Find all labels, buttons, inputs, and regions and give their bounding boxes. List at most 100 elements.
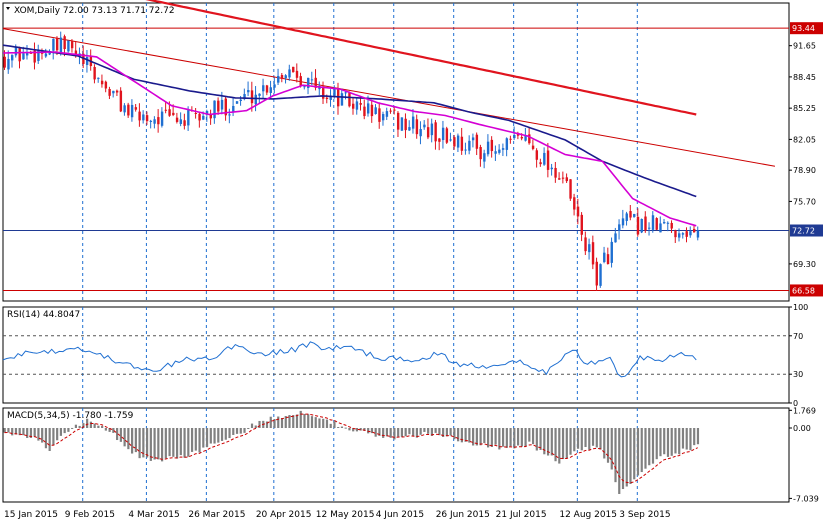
macd-histogram-bar	[588, 428, 591, 450]
macd-histogram-bar	[187, 428, 190, 457]
candle-body	[25, 52, 29, 56]
candle-body	[693, 228, 696, 233]
candle-body	[546, 150, 550, 170]
candle-body	[33, 50, 36, 63]
y-tick-label: 82.05	[793, 135, 816, 144]
macd-histogram-bar	[378, 428, 381, 436]
candle-body	[614, 233, 617, 243]
y-tick-label: 85.25	[793, 104, 816, 113]
macd-histogram-bar	[325, 419, 329, 428]
macd-histogram-bar	[67, 428, 70, 432]
macd-histogram-bar	[633, 428, 636, 480]
macd-histogram-bar	[543, 428, 546, 455]
macd-histogram-bar	[363, 428, 366, 431]
macd-histogram-bar	[164, 428, 167, 459]
candle-body	[565, 177, 568, 182]
macd-histogram-bar	[501, 428, 505, 447]
y-tick-label: 75.70	[793, 197, 816, 206]
price-tag-label: 66.58	[792, 286, 815, 295]
macd-histogram-bar	[172, 428, 175, 457]
macd-histogram-bar	[524, 428, 527, 447]
candle-body	[423, 124, 426, 128]
candle-body	[115, 90, 119, 93]
candle-body	[142, 114, 145, 121]
macd-histogram-bar	[86, 418, 89, 428]
macd-histogram-bar	[7, 428, 10, 433]
macd-histogram-bar	[614, 428, 617, 483]
macd-histogram-bar	[636, 428, 640, 476]
candle-body	[168, 109, 171, 116]
macd-histogram-bar	[460, 428, 463, 443]
candle-body	[348, 92, 351, 107]
candle-body	[610, 241, 613, 263]
candle-body	[400, 117, 404, 131]
candle-body	[310, 79, 314, 81]
candle-body	[449, 139, 452, 141]
macd-histogram-bar	[280, 418, 284, 428]
macd-histogram-bar	[22, 428, 25, 436]
candle-body	[262, 85, 265, 92]
price-tag	[790, 22, 823, 35]
candle-body	[381, 114, 385, 121]
candle-body	[430, 123, 434, 136]
candle-body	[307, 77, 310, 88]
macd-histogram-bar	[505, 428, 508, 448]
macd-histogram-bar	[250, 423, 254, 428]
candle-body	[415, 119, 419, 135]
macd-histogram-bar	[603, 428, 606, 459]
x-tick-label: 15 Jan 2015	[4, 510, 58, 520]
macd-histogram-bar	[232, 428, 235, 435]
macd-histogram-bar	[202, 428, 205, 448]
macd-histogram-bar	[599, 428, 602, 450]
y-tick-label: 88.45	[793, 73, 816, 82]
candle-body	[498, 149, 501, 153]
x-tick-label: 26 Jun 2015	[436, 510, 490, 520]
macd-histogram-bar	[419, 428, 422, 435]
candle-body	[22, 53, 25, 60]
macd-histogram-bar	[314, 417, 317, 428]
x-tick-label: 21 Jul 2015	[496, 510, 547, 520]
candle-body	[112, 90, 115, 94]
macd-histogram-bar	[74, 424, 77, 428]
price-tag-label: 72.72	[792, 227, 815, 236]
macd-histogram-bar	[344, 427, 347, 429]
macd-histogram-bar	[123, 428, 126, 447]
macd-histogram-bar	[457, 428, 460, 442]
candle-body	[108, 88, 111, 96]
macd-histogram-bar	[490, 428, 493, 448]
macd-histogram-bar	[681, 428, 685, 449]
candle-body	[460, 136, 464, 151]
x-tick-label: 26 Mar 2015	[188, 510, 245, 520]
macd-histogram-bar	[228, 428, 231, 439]
macd-histogram-bar	[610, 428, 613, 470]
candle-body	[595, 261, 598, 286]
candle-body	[198, 113, 201, 121]
macd-histogram-bar	[134, 428, 137, 453]
macd-histogram-bar	[696, 428, 700, 445]
candle-body	[543, 152, 546, 165]
macd-histogram-bar	[295, 414, 299, 428]
macd-histogram-bar	[367, 428, 370, 434]
macd-histogram-bar	[685, 428, 688, 450]
macd-histogram-bar	[468, 428, 471, 443]
candle-body	[232, 105, 235, 113]
candle-body	[550, 167, 554, 170]
candle-body	[561, 177, 565, 179]
candle-body	[258, 93, 261, 96]
candle-body	[531, 145, 535, 149]
candle-body	[183, 120, 186, 126]
macd-histogram-bar	[205, 428, 209, 448]
candle-body	[674, 230, 677, 238]
candle-body	[280, 75, 284, 79]
macd-histogram-bar	[674, 428, 677, 454]
candle-body	[7, 58, 10, 70]
macd-histogram-bar	[483, 428, 486, 444]
rsi-y-tick-label: 0	[793, 399, 798, 408]
macd-histogram-bar	[408, 428, 411, 435]
macd-histogram-bar	[307, 414, 310, 428]
collapse-arrow-icon[interactable]	[6, 7, 10, 10]
candle-body	[441, 127, 445, 141]
macd-histogram-bar	[584, 428, 587, 448]
